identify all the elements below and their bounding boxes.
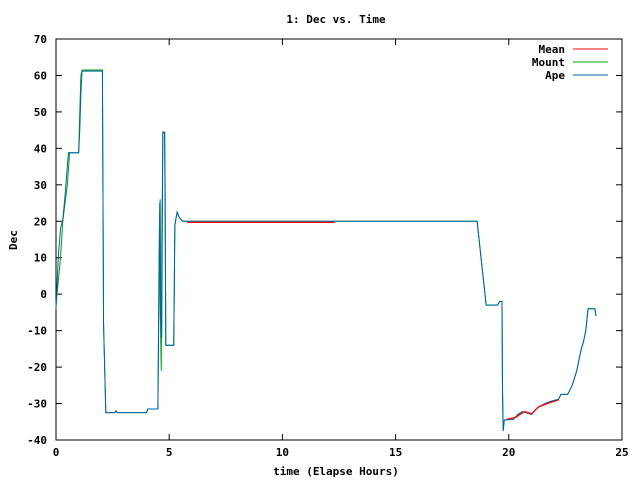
y-tick-label: 0 (40, 288, 47, 301)
plot-area (55, 38, 623, 441)
y-tick-label: 10 (34, 252, 47, 265)
y-tick-label: -30 (27, 398, 47, 411)
y-tick-label: 50 (34, 106, 47, 119)
y-tick-label: -10 (27, 325, 47, 338)
x-tick-label: 25 (615, 446, 628, 459)
y-tick-label: -20 (27, 361, 47, 374)
y-tick-label: 20 (34, 215, 47, 228)
x-axis: 0 5 10 15 20 25 (53, 39, 629, 459)
legend-label-ape: Ape (545, 69, 565, 82)
x-tick-label: 0 (53, 446, 60, 459)
series-line-mean (506, 399, 559, 420)
x-axis-label: time (Elapse Hours) (273, 465, 399, 478)
chart-title: 1: Dec vs. Time (286, 13, 386, 26)
y-tick-label: -40 (27, 434, 47, 447)
y-axis-label: Dec (7, 230, 20, 250)
x-tick-label: 10 (276, 446, 289, 459)
legend-label-mean: Mean (539, 43, 566, 56)
x-tick-label: 15 (389, 446, 402, 459)
series-line-mount (55, 69, 597, 431)
series-lines (55, 69, 597, 431)
x-tick-label: 20 (502, 446, 515, 459)
y-tick-label: 70 (34, 33, 47, 46)
y-tick-label: 30 (34, 179, 47, 192)
y-tick-label: 60 (34, 69, 47, 82)
series-line-ape (55, 70, 597, 431)
x-tick-label: 5 (166, 446, 173, 459)
y-tick-label: 40 (34, 142, 47, 155)
legend-label-mount: Mount (532, 56, 565, 69)
plot-border (55, 38, 623, 441)
y-axis: -40 -30 -20 -10 0 10 20 30 40 50 60 70 (27, 33, 622, 447)
